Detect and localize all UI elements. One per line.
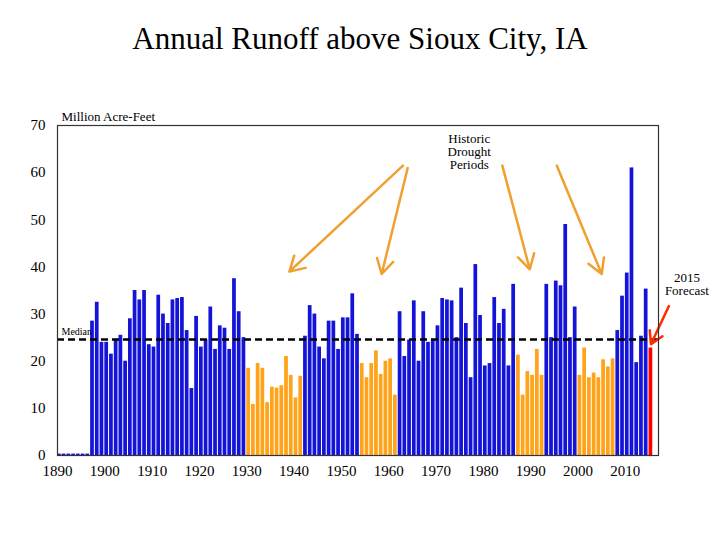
- svg-text:50: 50: [31, 212, 46, 228]
- svg-text:1980: 1980: [468, 463, 498, 479]
- svg-text:Million Acre-Feet: Million Acre-Feet: [62, 109, 156, 124]
- svg-text:2015Forecast: 2015Forecast: [665, 270, 709, 298]
- svg-text:2010: 2010: [610, 463, 640, 479]
- svg-text:1910: 1910: [137, 463, 167, 479]
- svg-text:Median: Median: [62, 326, 93, 337]
- svg-text:HistoricDroughtPeriods: HistoricDroughtPeriods: [448, 131, 492, 172]
- svg-text:70: 70: [31, 117, 46, 133]
- svg-text:30: 30: [31, 306, 46, 322]
- svg-text:1930: 1930: [232, 463, 262, 479]
- svg-text:1920: 1920: [184, 463, 214, 479]
- svg-text:1950: 1950: [326, 463, 356, 479]
- svg-text:60: 60: [31, 164, 46, 180]
- html-text:Annual Runoff above Sioux City: Annual Runoff above Sioux City, IA: [132, 21, 588, 56]
- svg-text:0: 0: [38, 447, 46, 463]
- svg-text:1990: 1990: [516, 463, 546, 479]
- svg-text:1940: 1940: [279, 463, 309, 479]
- svg-text:1970: 1970: [421, 463, 451, 479]
- svg-text:10: 10: [31, 400, 46, 416]
- svg-text:1890: 1890: [43, 463, 73, 479]
- svg-text:20: 20: [31, 353, 46, 369]
- svg-text:1900: 1900: [90, 463, 120, 479]
- svg-text:40: 40: [31, 259, 46, 275]
- svg-text:2000: 2000: [563, 463, 593, 479]
- svg-text:1960: 1960: [374, 463, 404, 479]
